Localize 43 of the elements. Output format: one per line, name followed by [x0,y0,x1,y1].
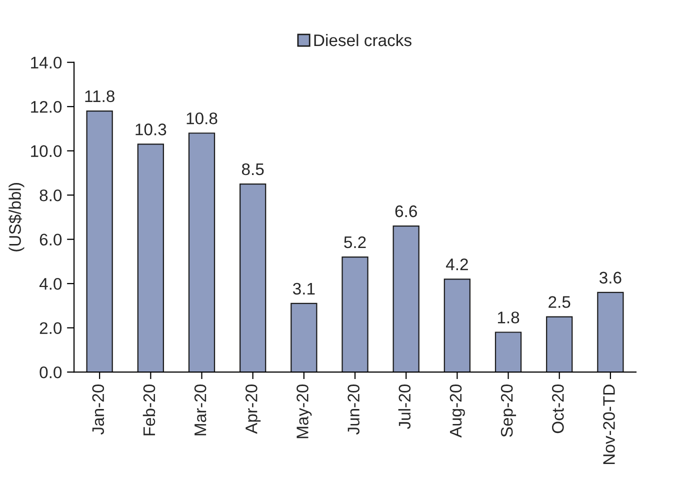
data-label: 10.3 [136,124,166,136]
y-tick-label: 10.0 [31,145,62,158]
x-tick-label: May-20 [296,384,312,438]
bar [290,302,318,372]
bar [240,183,266,372]
x-tick-label: Jun-20 [348,384,360,435]
x-tick-label: Mar-20 [194,384,206,436]
data-label: 11.8 [85,90,114,102]
bar [444,278,471,372]
x-tick-label: Jul-20 [398,384,411,430]
data-label: 10.8 [186,112,218,124]
bar [494,332,522,372]
data-label: 2.5 [548,296,570,308]
bar [188,132,216,372]
x-tick-label: Oct-20 [552,384,564,434]
x-tick-label: Jan-20 [92,384,104,435]
data-label: 4.2 [446,258,468,270]
data-label: 5.2 [344,236,366,248]
y-tick-label: 8.0 [40,189,62,202]
bar [342,256,368,372]
data-label: 3.1 [292,282,315,295]
x-tick-label: Nov-20-TD [603,384,615,464]
bar [546,316,573,372]
bar [86,110,113,372]
y-tick-label: 6.0 [40,234,62,246]
x-tick-label: Apr-20 [246,384,261,434]
y-tick-label: 12.0 [31,100,62,113]
data-label: 3.6 [599,272,622,284]
y-axis-title: (US$/bbl) [8,183,24,252]
x-tick-label: Sep-20 [500,384,516,437]
data-label: 8.5 [242,163,264,176]
y-tick-label: 0.0 [40,366,62,378]
bar [137,144,164,372]
x-tick-label: Feb-20 [142,384,156,436]
bar [392,225,420,372]
x-tick-label: Aug-20 [450,384,465,438]
data-label: 1.8 [498,312,520,324]
legend-label: Diesel cracks [314,34,412,46]
data-label: 6.6 [395,205,417,218]
bar [597,292,624,372]
y-tick-label: 2.0 [40,322,62,334]
y-tick-label: 14.0 [31,56,62,69]
y-tick-label: 4.0 [39,278,62,290]
